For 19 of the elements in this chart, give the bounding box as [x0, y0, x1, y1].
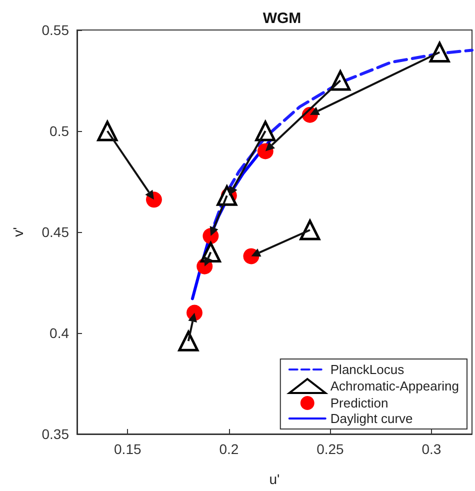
y-tick-label: 0.35: [42, 426, 70, 442]
legend-label: Achromatic-Appearing: [330, 378, 460, 394]
x-tick-label: 0.3: [422, 441, 442, 457]
legend-label: Prediction: [330, 396, 388, 410]
y-tick-label: 0.55: [42, 22, 70, 38]
x-tick-label: 0.15: [114, 441, 142, 457]
x-axis-title: u': [269, 471, 280, 487]
y-tick-label: 0.5: [50, 123, 70, 139]
legend-label: PlanckLocus: [330, 362, 405, 377]
x-tick-label: 0.25: [316, 441, 344, 457]
point: [300, 220, 320, 240]
y-tick-label: 0.4: [50, 325, 70, 341]
point: [429, 42, 450, 62]
chart-title: WGM: [262, 10, 302, 27]
x-tick-label: 0.2: [219, 441, 239, 457]
y-tick-label: 0.45: [42, 224, 70, 240]
legend-label: Daylight curve: [330, 411, 413, 426]
y-axis-title: v': [10, 227, 26, 237]
point: [178, 330, 199, 352]
